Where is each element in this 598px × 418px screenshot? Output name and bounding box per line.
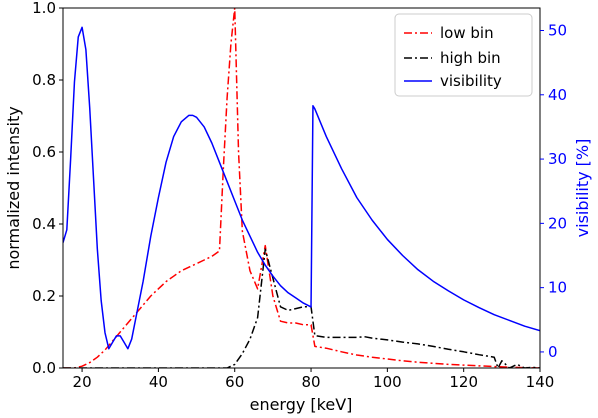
x-tick-label: 80	[301, 373, 320, 391]
x-tick-label: 100	[373, 373, 402, 391]
y-axis-label: normalized intensity	[4, 106, 23, 269]
y-tick-label: 0.6	[32, 143, 56, 161]
y-tick-label: 0.4	[32, 215, 56, 233]
y2-tick-label: 10	[548, 279, 567, 297]
series-line-visibility	[63, 26, 540, 350]
legend-low-bin-label: low bin	[440, 24, 494, 42]
y-tick-label: 0.2	[32, 287, 56, 305]
y-tick-label: 1.0	[32, 0, 56, 17]
legend: low bin high bin visibility	[394, 13, 533, 97]
y2-tick-label: 40	[548, 86, 567, 104]
y2-tick-label: 0	[548, 343, 558, 361]
x-tick-label: 40	[149, 373, 168, 391]
x-tick-label: 120	[449, 373, 478, 391]
x-tick-label: 140	[526, 373, 555, 391]
plot-frame	[62, 7, 541, 369]
legend-visibility-label: visibility	[440, 72, 502, 90]
y2-tick-label: 20	[548, 214, 567, 232]
y2-axis-label: visibility [%]	[573, 139, 592, 238]
legend-high-bin-label: high bin	[440, 49, 501, 67]
series-line-high-bin	[63, 248, 540, 368]
x-tick-label: 60	[225, 373, 244, 391]
x-tick-label: 20	[73, 373, 92, 391]
series-line-low-bin	[63, 8, 540, 368]
y2-tick-label: 50	[548, 22, 567, 40]
y-tick-label: 0.0	[32, 359, 56, 377]
legend-box	[394, 13, 533, 97]
y-tick-label: 0.8	[32, 71, 56, 89]
x-axis-label: energy [keV]	[250, 395, 353, 414]
y2-tick-label: 30	[548, 150, 567, 168]
